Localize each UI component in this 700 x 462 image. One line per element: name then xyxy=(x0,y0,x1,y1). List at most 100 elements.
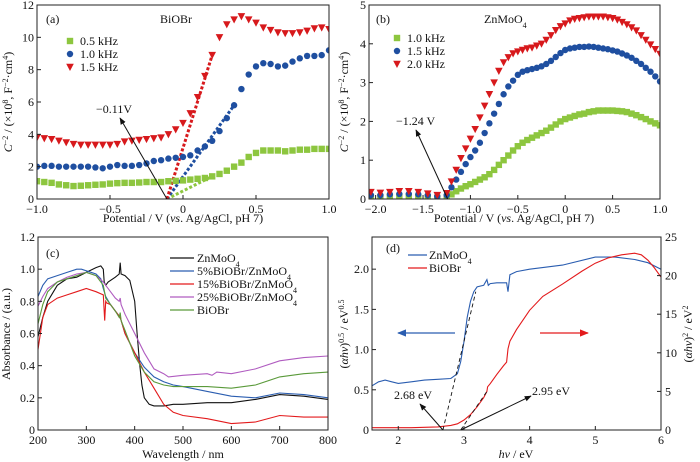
data-point xyxy=(471,178,479,186)
data-point xyxy=(628,110,635,117)
label-part: ) xyxy=(681,337,695,341)
data-point xyxy=(98,141,107,149)
data-point xyxy=(628,54,635,61)
y-tick-label: 0.6 xyxy=(20,327,35,341)
y-tick-label: 2 xyxy=(28,160,34,174)
x-tick-label: 300 xyxy=(77,433,95,447)
data-point xyxy=(114,161,121,169)
data-point xyxy=(70,182,77,190)
label-part: 4 xyxy=(287,273,291,282)
y-tick-label: 0.4 xyxy=(20,359,35,373)
panel-d-ylabel-right: (αhν)2 / eV2 xyxy=(681,306,696,363)
data-point xyxy=(70,163,77,170)
label-part: αhν xyxy=(681,340,695,358)
label-part: / eV xyxy=(337,309,351,333)
data-point xyxy=(288,30,297,38)
x-tick-label: 5 xyxy=(592,433,598,447)
annotation-arrow xyxy=(415,129,449,200)
data-point xyxy=(62,139,70,147)
data-point xyxy=(509,50,517,58)
label-part: Potential / V ( xyxy=(103,211,170,225)
label-part: ) xyxy=(1,52,15,56)
data-point xyxy=(92,181,99,188)
data-point xyxy=(172,154,179,161)
panel-c-legend: ZnMoO45%BiOBr/ZnMoO415%BiOBr/ZnMoO425%Bi… xyxy=(170,251,297,317)
data-point xyxy=(514,143,522,150)
x-tick-label: 1.0 xyxy=(322,202,337,216)
data-point xyxy=(187,152,194,159)
data-point xyxy=(528,134,536,141)
legend-marker xyxy=(393,60,401,68)
label-part: 2 xyxy=(681,306,690,310)
data-point xyxy=(532,42,541,50)
data-point xyxy=(566,17,574,25)
series-line xyxy=(372,252,662,429)
panel-c-label: (c) xyxy=(46,246,59,260)
x-tick-label: −1.0 xyxy=(460,202,482,216)
y-tick-label: 2 xyxy=(360,114,366,128)
data-point xyxy=(609,107,616,114)
data-point xyxy=(504,54,513,62)
data-point xyxy=(238,159,245,166)
y-tick-label: 4 xyxy=(28,127,34,141)
data-point xyxy=(325,145,329,153)
data-point xyxy=(48,179,55,187)
data-point xyxy=(143,178,150,186)
data-point xyxy=(230,163,238,170)
data-point xyxy=(552,53,559,61)
data-point xyxy=(201,72,209,81)
data-point xyxy=(656,78,660,85)
data-point xyxy=(637,32,645,40)
label-part: 15%BiOBr/ZnMoO xyxy=(197,277,293,291)
series-2.0-khz xyxy=(369,13,660,199)
data-point xyxy=(462,182,469,190)
label-part: ) xyxy=(337,52,351,56)
data-point xyxy=(590,43,597,51)
label-part: 4 xyxy=(1,56,10,60)
panel-a: −1.0 −0.5 0 0.5 1.0 0 2 4 6 8 10 12 (a) BiOBr Poten… xyxy=(1,0,337,225)
panel-c-plot-layer xyxy=(37,262,329,425)
data-point xyxy=(223,114,230,122)
data-point xyxy=(186,110,195,118)
data-point xyxy=(252,149,260,157)
data-point xyxy=(500,157,507,164)
data-point xyxy=(580,14,588,22)
data-point xyxy=(585,108,593,116)
panel-a-ticks: −1.0 −0.5 0 0.5 1.0 0 2 4 6 8 10 12 xyxy=(22,0,337,216)
data-point xyxy=(223,167,230,174)
data-point xyxy=(282,148,289,155)
data-point xyxy=(509,147,517,154)
data-point xyxy=(238,85,245,93)
legend-marker xyxy=(66,37,74,45)
panel-c: 200 300 400 500 600 700 800 0 0.2 0.4 0.6 0.8 1.0 1.2… xyxy=(0,230,337,461)
label-part: ZnMoO xyxy=(484,12,523,26)
label-part: vs xyxy=(170,211,180,225)
data-point xyxy=(106,163,114,170)
panel-b-frame xyxy=(368,4,661,200)
data-point xyxy=(209,173,216,180)
series-0.5-khz xyxy=(37,145,329,190)
x-tick-label: −0.5 xyxy=(99,202,121,216)
data-point xyxy=(201,143,209,150)
x-tick-label: 600 xyxy=(222,433,240,447)
y-tick-label: 3 xyxy=(360,76,366,90)
data-point xyxy=(237,13,246,21)
data-point xyxy=(369,188,375,197)
panel-b-title: ZnMoO4 xyxy=(484,12,527,30)
data-point xyxy=(519,139,526,146)
y-tick-label: 0.2 xyxy=(20,391,35,405)
series-line xyxy=(37,271,329,389)
data-point xyxy=(311,52,318,60)
legend-label: 1.0 kHz xyxy=(407,31,445,45)
y-tick-label-right: 25 xyxy=(665,230,677,244)
label-part: 25%BiOBr/ZnMoO xyxy=(197,290,293,304)
data-point xyxy=(216,170,223,178)
label-part: −2 xyxy=(1,136,10,145)
data-point xyxy=(128,137,136,145)
data-point xyxy=(259,24,268,32)
data-point xyxy=(201,174,209,182)
data-point xyxy=(523,45,532,53)
